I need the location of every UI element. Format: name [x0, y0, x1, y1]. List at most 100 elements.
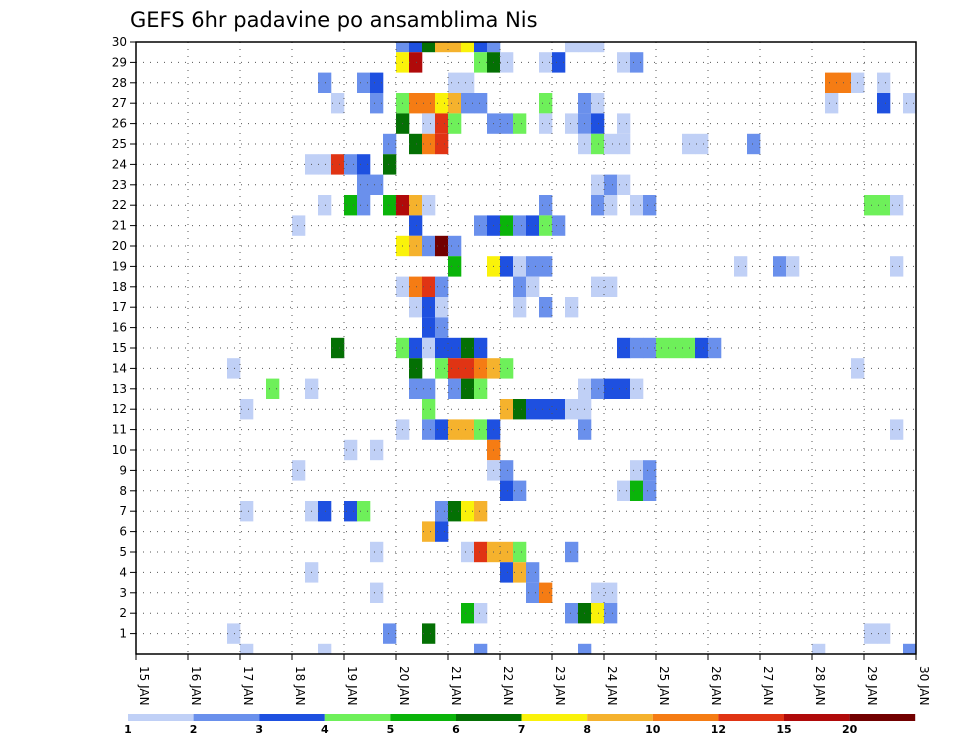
cell-member-27: [370, 93, 384, 114]
cell-member-11: [474, 419, 488, 440]
cell-member-12: [513, 399, 527, 420]
cell-member-29: [500, 52, 514, 73]
cell-member-20: [422, 235, 436, 257]
y-tick-label: 5: [119, 545, 127, 559]
cell-member-15: [331, 337, 345, 359]
cell-member-27: [877, 93, 891, 114]
cell-member-8: [617, 480, 631, 501]
y-tick-label: 15: [112, 341, 127, 355]
cell-member-11: [422, 419, 436, 440]
cell-member-4: [526, 562, 540, 583]
cell-member-12: [422, 399, 436, 420]
cell-member-27: [591, 93, 605, 114]
cell-member-5: [370, 541, 384, 563]
cell-member-27: [903, 93, 917, 114]
y-tick-label: 2: [119, 606, 127, 620]
cell-member-9: [630, 460, 644, 481]
cell-member-18: [604, 276, 618, 297]
cell-member-9: [292, 460, 306, 481]
y-tick-label: 21: [112, 219, 127, 233]
legend-label: 4: [321, 723, 329, 736]
cell-member-18: [591, 276, 605, 297]
x-tick-label: 29 JAN: [865, 666, 879, 706]
cell-member-18: [513, 276, 527, 297]
y-tick-label: 13: [112, 382, 127, 396]
cell-member-5: [474, 541, 488, 563]
cell-member-22: [422, 195, 436, 216]
chart-title: GEFS 6hr padavine po ansamblima Nis: [130, 8, 538, 32]
cell-member-29: [539, 52, 553, 73]
cell-member-21: [500, 215, 514, 236]
cell-member-6: [422, 521, 436, 542]
cell-member-17: [513, 297, 527, 318]
cell-member-19: [786, 256, 800, 277]
cell-member-22: [318, 195, 332, 216]
cell-member-19: [500, 256, 514, 277]
cell-member-12: [240, 399, 254, 420]
cell-member-22: [864, 195, 878, 216]
y-tick-label: 28: [112, 76, 127, 90]
cell-member-26: [539, 113, 553, 134]
cell-member-8: [630, 480, 644, 501]
cell-member-13: [409, 378, 423, 399]
cell-member-22: [409, 195, 423, 216]
cell-member-19: [890, 256, 904, 277]
cell-member-24: [331, 154, 345, 175]
cell-member-27: [448, 93, 462, 114]
cell-member-22: [591, 195, 605, 216]
cell-member-30: [422, 42, 436, 53]
cell-member-18: [435, 276, 449, 297]
cell-member-10: [344, 439, 358, 461]
cell-member-22: [539, 195, 553, 216]
cell-member-17: [565, 297, 579, 318]
cell-member-27: [539, 93, 553, 114]
cell-member-19: [773, 256, 787, 277]
legend-label: 12: [711, 723, 726, 736]
cell-member-30: [487, 42, 501, 53]
y-tick-label: 4: [119, 565, 127, 579]
cell-member-26: [617, 113, 631, 134]
cell-member-27: [825, 93, 839, 114]
cell-member-22: [890, 195, 904, 216]
x-tick-label: 19 JAN: [345, 666, 359, 706]
cell-member-1: [864, 623, 878, 644]
cell-member-0: [903, 643, 917, 654]
y-tick-label: 12: [112, 402, 127, 416]
cell-member-21: [409, 215, 423, 236]
cell-member-4: [500, 562, 514, 583]
cell-member-1: [422, 623, 436, 644]
cell-member-18: [409, 276, 423, 297]
cell-member-18: [422, 276, 436, 297]
cell-member-14: [409, 358, 423, 379]
cell-member-2: [565, 603, 579, 624]
cell-member-11: [890, 419, 904, 440]
cell-member-22: [630, 195, 644, 216]
cell-member-14: [461, 358, 475, 379]
cell-member-13: [422, 378, 436, 399]
cell-member-7: [318, 501, 332, 522]
cell-member-15: [695, 337, 709, 359]
cell-member-16: [422, 317, 436, 338]
cell-member-29: [630, 52, 644, 73]
cell-member-16: [435, 317, 449, 338]
cell-member-0: [578, 643, 592, 654]
cell-member-1: [227, 623, 241, 644]
x-axis: 15 JAN 16 JAN 17 JAN 18 JAN 19 JAN 20 JAN 21 J…: [135, 654, 931, 706]
cell-member-1: [383, 623, 397, 644]
x-tick-label: 17 JAN: [241, 666, 255, 706]
cell-member-11: [448, 419, 462, 440]
cell-member-15: [435, 337, 449, 359]
cell-member-24: [318, 154, 332, 175]
cell-member-25: [383, 133, 397, 155]
cell-member-8: [500, 480, 514, 501]
cell-member-3: [370, 582, 384, 603]
cell-member-7: [461, 501, 475, 522]
cell-member-15: [682, 337, 696, 359]
cell-member-30: [448, 42, 462, 53]
cell-member-11: [435, 419, 449, 440]
cell-member-3: [526, 582, 540, 603]
legend-label: 2: [190, 723, 198, 736]
cell-member-28: [825, 72, 839, 93]
cell-member-19: [448, 256, 462, 277]
legend-swatch: [784, 714, 850, 721]
